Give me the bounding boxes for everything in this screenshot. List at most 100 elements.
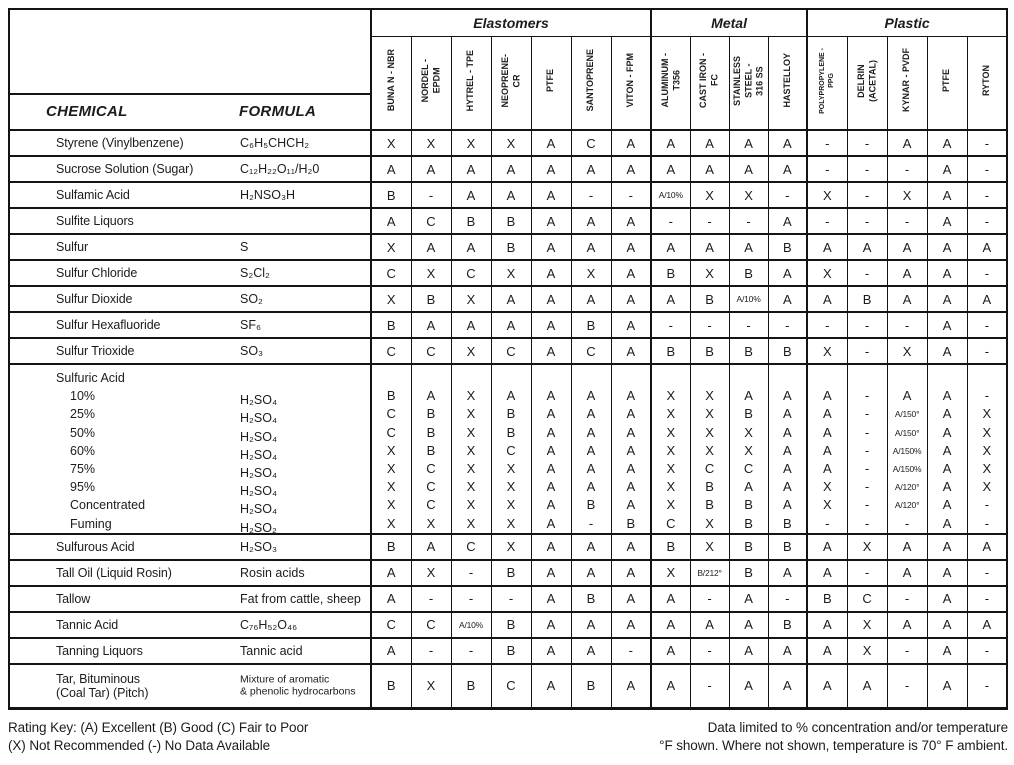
column-header-label: PTFE [941, 68, 952, 92]
rating-cell: A [530, 636, 572, 665]
rating-cell: B [767, 610, 808, 639]
rating-value: A [744, 388, 753, 404]
column-header-label: NEOPRENE- CR [499, 53, 521, 108]
table-row: Sulfuric Acid 10% 25% 50% 60% 75% 95% Concentra… [8, 363, 1008, 535]
rating-cell: A/10% [450, 610, 492, 639]
column-header-label: HYTREL - TPE [465, 49, 476, 112]
rating-cell: C [490, 337, 532, 365]
rating-cell: X [490, 259, 532, 287]
rating-cell: A [846, 233, 888, 261]
chemical-formula: SO₃ [240, 344, 264, 358]
rating-cell: A [450, 311, 492, 339]
rating-value: B [782, 515, 792, 531]
rating-cell: X [410, 129, 452, 157]
table-row: Sulfur Trioxide SO₃ C C X C A C A B B B B X - X A - [8, 337, 1008, 365]
rating-value: A [546, 424, 556, 440]
rating-value: X [466, 424, 476, 440]
rating-cell: - [450, 636, 492, 665]
chemical-cell: Sulfur Hexafluoride SF₆ [8, 311, 372, 339]
rating-value: X [386, 497, 396, 513]
table-row: Tanning Liquors Tannic acid A - - B A A - A - A A A X -… [8, 636, 1008, 665]
rating-value: A [782, 479, 792, 495]
rating-cell: C [370, 610, 412, 639]
rating-cell: A [926, 662, 968, 710]
rating-key-line1: Rating Key: (A) Excellent (B) Good (C) F… [8, 720, 309, 736]
rating-value: A [823, 442, 832, 458]
rating-cell: - [886, 311, 928, 339]
rating-cell: - [966, 155, 1008, 183]
rating-cell: A [926, 129, 968, 157]
chemical-name: Sulfur Hexafluoride [56, 318, 161, 332]
rating-cell: X [450, 285, 492, 313]
group-header-plastic: Plastic [806, 8, 1008, 37]
rating-key: Rating Key: (A) Excellent (B) Good (C) F… [8, 719, 308, 755]
column-header-label: RYTON [981, 64, 992, 96]
rating-value: A [626, 388, 636, 404]
column-header-label: HASTELLOY [781, 53, 792, 108]
rating-cell: A [767, 636, 808, 665]
rating-cell: B [450, 207, 492, 235]
rating-cell: A [370, 584, 412, 613]
rating-cell: X [450, 129, 492, 157]
rating-cell: B [570, 662, 612, 710]
rating-cell: X [370, 285, 412, 313]
rating-cell: A [767, 129, 808, 157]
rating-cell: A [410, 155, 452, 183]
rating-cell: A [926, 285, 968, 313]
rating-value: X [506, 460, 516, 476]
rating-cell: A [806, 610, 848, 639]
rating-value: X [705, 406, 714, 422]
column-header: PTFE [926, 36, 968, 131]
rating-value: - [825, 515, 830, 531]
rating-cell: X [806, 337, 848, 365]
rating-cell: X [846, 610, 888, 639]
chemical-name: Sulfur Trioxide [56, 344, 135, 358]
rating-value: B [705, 479, 714, 495]
rating-cell: A [966, 610, 1008, 639]
rating-cell: A [610, 207, 652, 235]
rating-value: A [586, 442, 596, 458]
rating-cell: - [767, 584, 808, 613]
rating-cell: B [689, 285, 730, 313]
rating-cell: A [806, 558, 848, 587]
rating-cell: A [886, 558, 928, 587]
rating-cell: X [689, 532, 730, 561]
rating-cell: B [767, 532, 808, 561]
rating-value: X [466, 479, 476, 495]
rating-value: X [705, 388, 714, 404]
chemical-cell: Sucrose Solution (Sugar) C₁₂H₂₂O₁₁/H₂0 [8, 155, 372, 183]
group-header-metal: Metal [650, 8, 808, 37]
rating-cell: X [689, 259, 730, 287]
rating-cell: - [846, 558, 888, 587]
rating-cell: B [370, 532, 412, 561]
rating-cell: A [530, 129, 572, 157]
rating-cell: A [530, 207, 572, 235]
rating-value: B [426, 406, 436, 422]
rating-cell: A [530, 610, 572, 639]
column-header-label: CAST IRON - FC [698, 53, 720, 108]
rating-value: X [666, 479, 676, 495]
rating-value: A [942, 406, 952, 422]
table-row: Sulfite Liquors A C B B A A A - - - A - - - A - [8, 207, 1008, 235]
rating-cell: A [650, 610, 691, 639]
chemical-cell: Sulfur Trioxide SO₃ [8, 337, 372, 365]
rating-value: X [466, 460, 476, 476]
rating-cell: B [570, 584, 612, 613]
rating-value: X [982, 406, 992, 422]
rating-cell: C [450, 532, 492, 561]
rating-cell: C [490, 662, 532, 710]
rating-value: A [942, 460, 952, 476]
rating-cell: X [370, 129, 412, 157]
rating-cell: A [886, 233, 928, 261]
rating-cell: B [490, 610, 532, 639]
rating-value: - [864, 424, 870, 440]
rating-cell: A [490, 155, 532, 183]
rating-cell: C [570, 337, 612, 365]
rating-cell: A [610, 233, 652, 261]
rating-cell: A [610, 610, 652, 639]
table-row: Sucrose Solution (Sugar) C₁₂H₂₂O₁₁/H₂0 A A A… [8, 155, 1008, 183]
rating-cell: - [728, 207, 769, 235]
rating-value: - [984, 388, 990, 404]
